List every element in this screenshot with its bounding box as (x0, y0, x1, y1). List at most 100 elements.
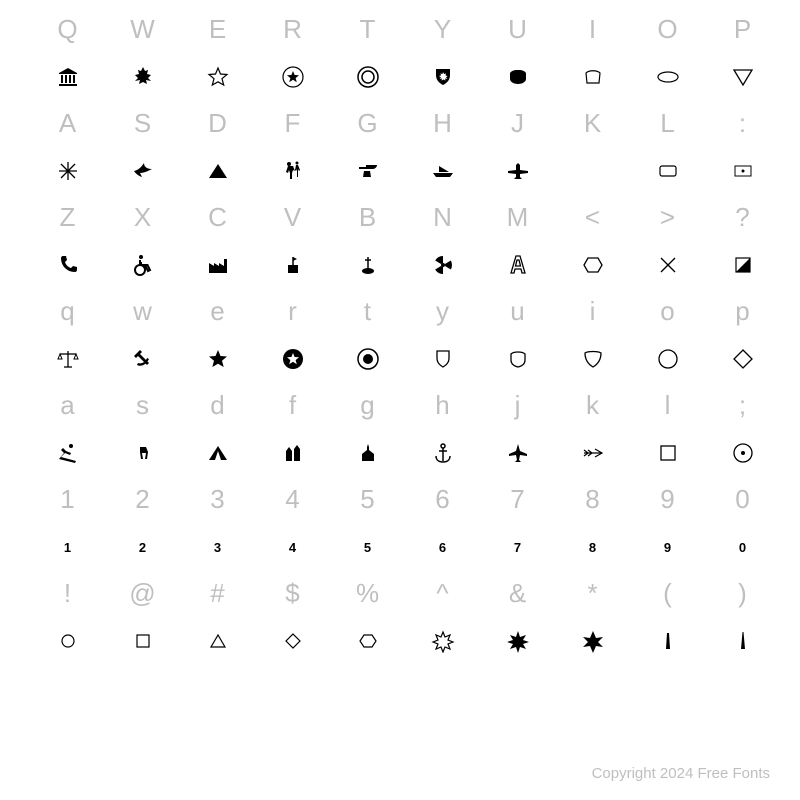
char-label: p (705, 292, 780, 330)
char-label: @ (105, 574, 180, 612)
rect-dot-icon (705, 142, 780, 198)
char-label: o (630, 292, 705, 330)
char-label: P (705, 10, 780, 48)
char-label: G (330, 104, 405, 142)
char-label: : (705, 104, 780, 142)
char-label: 4 (255, 480, 330, 518)
char-label: ? (705, 198, 780, 236)
hikers-icon (255, 142, 330, 198)
jet-icon (480, 424, 555, 480)
char-label: u (480, 292, 555, 330)
towers-icon (255, 424, 330, 480)
bank-icon (30, 48, 105, 104)
burst-outline-icon (405, 612, 480, 668)
char-label: Z (30, 198, 105, 236)
circle-outline-icon (630, 330, 705, 386)
char-label: 0 (705, 480, 780, 518)
char-label: C (180, 198, 255, 236)
char-label: ^ (405, 574, 480, 612)
char-label: V (255, 198, 330, 236)
diamond-outline-icon (705, 330, 780, 386)
glyph-number: 6 (405, 518, 480, 574)
square-sm-icon (105, 612, 180, 668)
skier-icon (30, 424, 105, 480)
burst-7-icon (480, 612, 555, 668)
char-label: f (255, 386, 330, 424)
pentagon-icon (555, 48, 630, 104)
burst-6-icon (555, 612, 630, 668)
char-label: l (630, 386, 705, 424)
char-label: ( (630, 574, 705, 612)
char-label: < (555, 198, 630, 236)
square-outline-icon (630, 424, 705, 480)
char-label: j (480, 386, 555, 424)
char-label: # (180, 574, 255, 612)
target-solid-icon (330, 330, 405, 386)
scales-icon (30, 330, 105, 386)
char-label: B (330, 198, 405, 236)
char-label: Y (405, 10, 480, 48)
plane-top-icon (480, 142, 555, 198)
char-label: 6 (405, 480, 480, 518)
shield-outline-icon (405, 330, 480, 386)
copyright-text: Copyright 2024 Free Fonts (592, 765, 770, 782)
phone-icon (30, 236, 105, 292)
char-label: $ (255, 574, 330, 612)
hammer-sickle-icon (105, 330, 180, 386)
char-label: 5 (330, 480, 405, 518)
char-label: L (630, 104, 705, 142)
maple-icon (105, 48, 180, 104)
char-label: F (255, 104, 330, 142)
char-label: q (30, 292, 105, 330)
char-label: E (180, 10, 255, 48)
char-label: 9 (630, 480, 705, 518)
char-label: D (180, 104, 255, 142)
obelisk-r-icon (705, 612, 780, 668)
char-label: e (180, 292, 255, 330)
glyph-number: 8 (555, 518, 630, 574)
star-circle-icon (255, 48, 330, 104)
snowflake-icon (30, 142, 105, 198)
char-label: H (405, 104, 480, 142)
char-label: ) (705, 574, 780, 612)
char-label: r (255, 292, 330, 330)
bird-icon (105, 142, 180, 198)
hexagon-sm-icon (330, 612, 405, 668)
circle-dot-icon (705, 424, 780, 480)
tent-icon (180, 424, 255, 480)
half-square-icon (705, 236, 780, 292)
char-label: 1 (30, 480, 105, 518)
char-label: ; (705, 386, 780, 424)
char-label: 3 (180, 480, 255, 518)
char-label: i (555, 292, 630, 330)
char-label: Q (30, 10, 105, 48)
oil-rig-icon (480, 236, 555, 292)
grave-icon (330, 236, 405, 292)
char-label: 8 (555, 480, 630, 518)
triangle-down-icon (705, 48, 780, 104)
character-map-grid: QWERTYUIOPASDFGHJKL:ZXCVBNM<>?qwertyuiop… (30, 10, 780, 668)
flag-square-icon (255, 236, 330, 292)
char-label: * (555, 574, 630, 612)
badge-outline-icon (480, 330, 555, 386)
char-label: A (30, 104, 105, 142)
char-label: R (255, 10, 330, 48)
char-label: k (555, 386, 630, 424)
char-label: J (480, 104, 555, 142)
glyph-number: 3 (180, 518, 255, 574)
radioactive-icon (405, 236, 480, 292)
char-label: t (330, 292, 405, 330)
char-label: d (180, 386, 255, 424)
factory-icon (180, 236, 255, 292)
char-label: W (105, 10, 180, 48)
circle-sm-icon (30, 612, 105, 668)
glyph-number: 0 (705, 518, 780, 574)
char-label: I (555, 10, 630, 48)
church-icon (330, 424, 405, 480)
arrow-feather-icon (555, 424, 630, 480)
star-circle-neg-icon (255, 330, 330, 386)
char-label: > (630, 198, 705, 236)
char-label: X (105, 198, 180, 236)
char-label: U (480, 10, 555, 48)
char-label: & (480, 574, 555, 612)
